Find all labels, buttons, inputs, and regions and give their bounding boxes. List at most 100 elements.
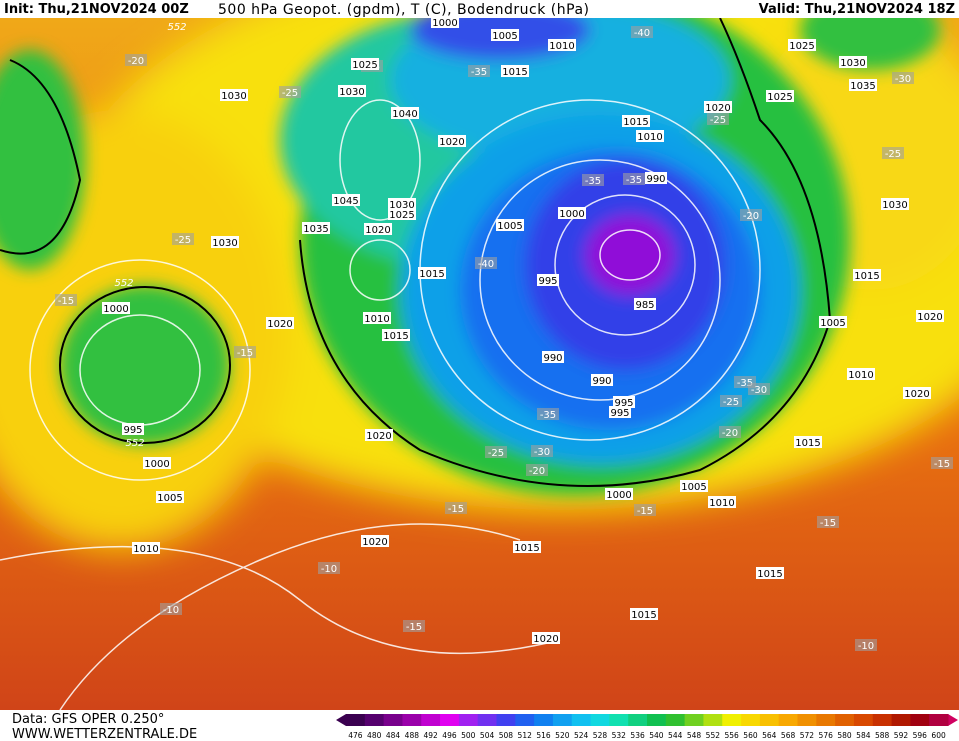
height-label: 552 (167, 22, 186, 33)
colorbar-swatch (835, 714, 855, 726)
temperature-label-box (582, 174, 604, 186)
pressure-label-box (542, 351, 564, 363)
temperature-label: -40 (634, 28, 650, 39)
pressure-label: 1005 (157, 493, 182, 504)
map-title: 500 hPa Geopot. (gpdm), T (C), Bodendruc… (218, 2, 589, 18)
pressure-label: 1005 (820, 318, 845, 329)
temperature-label: -40 (478, 259, 494, 270)
pressure-label-box (143, 457, 171, 469)
pressure-label-box (391, 107, 419, 119)
temperature-label-box (318, 562, 340, 574)
temperature-label: -35 (471, 67, 487, 78)
pressure-label: 1020 (533, 634, 558, 645)
colorbar-swatch (628, 714, 648, 726)
temperature-label: -15 (58, 296, 74, 307)
temperature-label: -10 (321, 564, 337, 575)
colorbar-swatch (722, 714, 742, 726)
temperature-label: -35 (626, 175, 642, 186)
pressure-label-box (645, 172, 667, 184)
colorbar-label: 596 (913, 731, 928, 740)
colorbar-swatch (515, 714, 535, 726)
pressure-label-box (388, 198, 416, 210)
temperature-label-box (720, 395, 742, 407)
temperature-label: -15 (448, 504, 464, 515)
pressure-label: 1020 (365, 225, 390, 236)
temperature-label-box (707, 113, 729, 125)
colorbar-label: 488 (405, 731, 420, 740)
temperature-label: -35 (737, 378, 753, 389)
pressure-label: 1030 (339, 87, 364, 98)
pressure-label: 1035 (850, 81, 875, 92)
colorbar-label: 560 (743, 731, 758, 740)
colorbar-swatch (816, 714, 836, 726)
temperature-label: -25 (175, 235, 191, 246)
site: WWW.WETTERZENTRALE.DE (12, 727, 197, 741)
temperature-label: -10 (858, 641, 874, 652)
pressure-label: 1010 (848, 370, 873, 381)
pressure-label-box (788, 39, 816, 51)
colorbar-label: 476 (348, 731, 363, 740)
pressure-label-box (794, 436, 822, 448)
colorbar-label: 588 (875, 731, 890, 740)
pressure-label: 1030 (212, 238, 237, 249)
init-time: Init: Thu,21NOV2024 00Z (4, 2, 189, 17)
pressure-label-box (211, 236, 239, 248)
pressure-label-box (532, 632, 560, 644)
colorbar-label: 524 (574, 731, 589, 740)
pressure-label-box (853, 269, 881, 281)
pressure-label: 1000 (559, 209, 584, 220)
temperature-label-box (817, 516, 839, 528)
colorbar-swatch (684, 714, 704, 726)
pressure-label: 1025 (389, 210, 414, 221)
pressure-label: 1030 (221, 91, 246, 102)
pressure-label: 995 (614, 398, 633, 409)
temperature-label-box (55, 294, 77, 306)
colorbar-label: 492 (423, 731, 438, 740)
pressure-label: 1010 (709, 498, 734, 509)
temperature-label-box (468, 65, 490, 77)
pressure-label: 1040 (392, 109, 417, 120)
colorbar-label: 484 (386, 731, 401, 740)
pressure-label-box (332, 194, 360, 206)
temperature-label-box (537, 408, 559, 420)
pressure-label-box (122, 423, 144, 435)
contour-552 (0, 18, 832, 487)
pressure-label: 1020 (904, 389, 929, 400)
colorbar-label: 520 (555, 731, 570, 740)
colorbar-label: 592 (894, 731, 909, 740)
pressure-label-box (302, 222, 330, 234)
pressure-label-box (849, 79, 877, 91)
temperature-label-box (631, 26, 653, 38)
colorbar-swatch (534, 714, 554, 726)
temperature-label: -25 (488, 448, 504, 459)
pressure-label-box (613, 396, 635, 408)
pressure-label-box (708, 496, 736, 508)
temperature-label: -25 (723, 397, 739, 408)
pressure-label-box (266, 317, 294, 329)
pressure-label-box (388, 208, 416, 220)
colorbar-label: 500 (461, 731, 476, 740)
pressure-label-box (605, 488, 633, 500)
temperature-label: -20 (722, 428, 738, 439)
temperature-label-box (740, 209, 762, 221)
colorbar-label: 512 (518, 731, 533, 740)
temperature-label: -15 (934, 459, 950, 470)
colorbar-label: 508 (499, 731, 514, 740)
temperature-label: -20 (529, 466, 545, 477)
pressure-label-box (361, 535, 389, 547)
colorbar-label: 544 (668, 731, 683, 740)
colorbar-swatch (590, 714, 610, 726)
colorbar-swatch (759, 714, 780, 726)
colorbar-label: 536 (630, 731, 645, 740)
colorbar-label: 564 (762, 731, 777, 740)
pressure-label-box (558, 207, 586, 219)
colorbar-label: 552 (706, 731, 721, 740)
temperature-label: -15 (820, 518, 836, 529)
temperature-label: -35 (585, 176, 601, 187)
pressure-label: 990 (592, 376, 611, 387)
pressure-label: 985 (635, 300, 654, 311)
temperature-label: -30 (534, 447, 550, 458)
temperature-label-box (719, 426, 741, 438)
pressure-label-box (431, 16, 459, 28)
pressure-label: 1045 (333, 196, 358, 207)
